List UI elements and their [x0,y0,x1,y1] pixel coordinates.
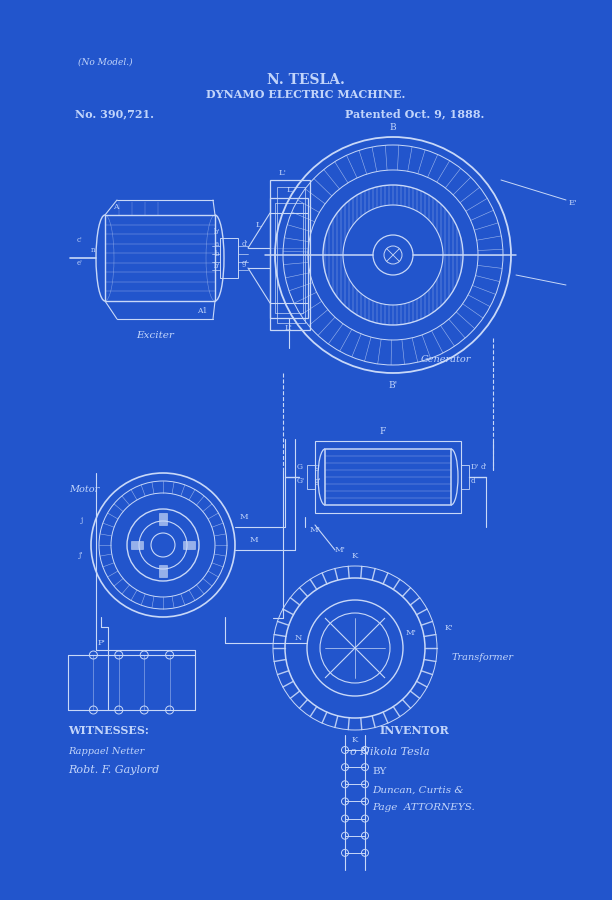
Text: WITNESSES:: WITNESSES: [68,724,149,735]
Text: M': M' [310,526,321,534]
Text: Exciter: Exciter [136,331,174,340]
Bar [159,565,167,577]
Text: K: K [352,736,358,744]
Text: a: a [215,240,219,248]
Text: Page  ATTORNEYS.: Page ATTORNEYS. [372,804,475,813]
Bar [270,180,310,330]
Text: o Nikola Tesla: o Nikola Tesla [350,747,430,757]
Text: L': L' [285,324,293,332]
Text: Generator: Generator [421,356,471,364]
Bar [315,441,461,513]
Text: K: K [352,552,358,560]
Bar [183,541,195,549]
Text: Patented Oct. 9, 1888.: Patented Oct. 9, 1888. [345,109,484,120]
Bar [277,187,305,323]
Text: A1: A1 [197,307,207,315]
Bar [461,465,469,489]
Text: P': P' [98,639,106,647]
Text: D': D' [471,463,479,471]
Text: j: j [81,516,83,524]
Text: e': e' [77,259,83,267]
Text: BY: BY [372,768,386,777]
Text: g': g' [315,477,321,485]
Text: b': b' [214,228,220,236]
Text: F: F [380,427,386,436]
Text: B: B [390,122,397,131]
Text: b': b' [214,262,220,270]
Text: b: b [215,250,219,258]
Text: M': M' [406,629,417,637]
Text: L: L [255,221,261,229]
Text: d': d' [242,240,248,248]
Text: G': G' [297,477,305,485]
Text: L': L' [279,169,287,177]
Text: No. 390,721.: No. 390,721. [75,109,154,120]
Text: DYNAMO ELECTRIC MACHINE.: DYNAMO ELECTRIC MACHINE. [206,89,406,101]
Bar [105,215,215,301]
Bar [325,449,451,505]
Text: Duncan, Curtis &: Duncan, Curtis & [372,786,464,795]
Text: N: N [294,634,302,642]
Text: A: A [113,203,119,211]
Text: g': g' [242,259,248,267]
Text: (No Model.): (No Model.) [78,58,133,67]
Text: G: G [297,463,303,471]
Bar [131,541,143,549]
Text: c': c' [77,236,83,244]
Bar [270,198,308,318]
Text: M: M [240,513,248,521]
Text: d': d' [481,463,487,471]
Text: g: g [315,463,319,471]
Text: d: d [471,477,476,485]
Text: L: L [286,186,292,194]
Text: E': E' [569,199,578,207]
Text: M: M [250,536,259,544]
Text: j': j' [78,551,83,559]
Text: Motor: Motor [69,485,99,494]
Bar [275,203,303,313]
Text: INVENTOR: INVENTOR [380,724,450,735]
Text: Rappael Netter: Rappael Netter [68,748,144,757]
Bar [307,465,315,489]
Text: B': B' [389,381,398,390]
Text: N. TESLA.: N. TESLA. [267,73,345,87]
Text: M': M' [335,546,346,554]
Bar [220,238,238,278]
Bar [159,513,167,525]
Text: Transformer: Transformer [452,653,514,662]
Text: n: n [91,246,95,254]
Text: Robt. F. Gaylord: Robt. F. Gaylord [68,765,159,775]
Text: K': K' [445,624,453,632]
